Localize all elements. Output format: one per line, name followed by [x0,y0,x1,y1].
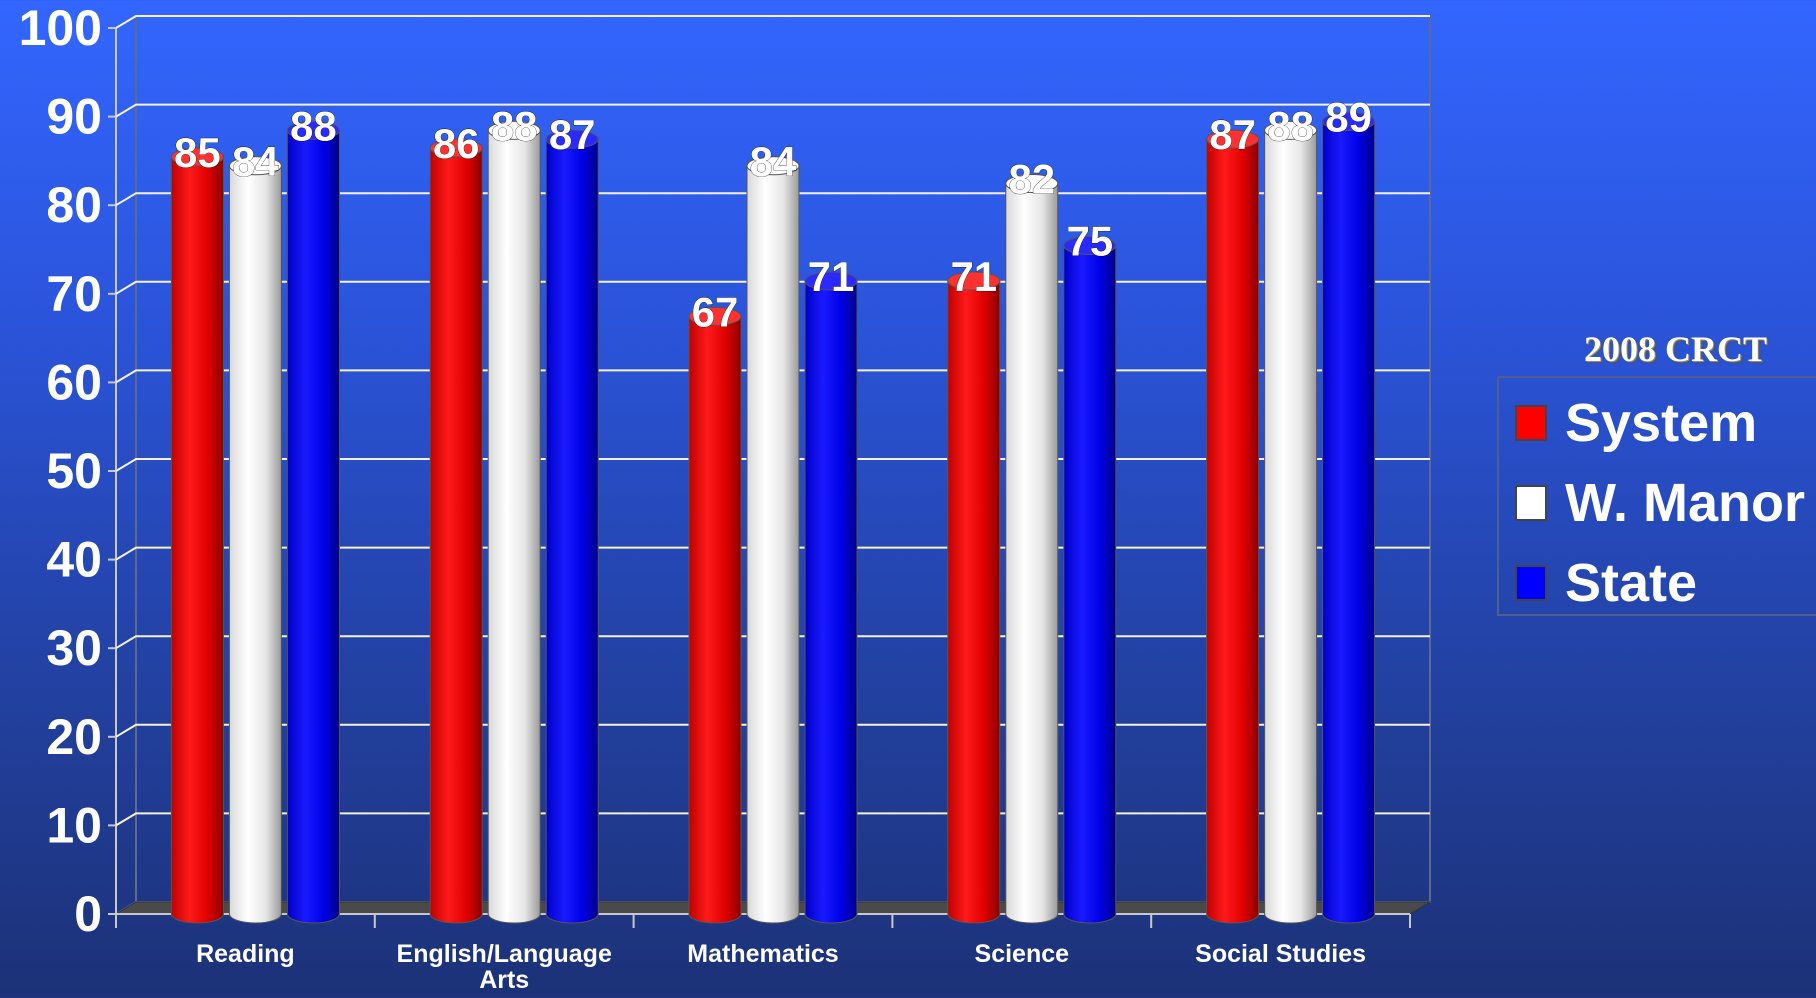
legend-item-system: System [1515,392,1757,454]
data-label: 89 [1325,93,1372,140]
bar-state-english-language-arts-cap [545,129,599,149]
bar-state-english-language-arts-body [545,138,599,924]
bar-state-reading-cap [286,120,340,140]
bar-system-reading [170,147,224,924]
bar-system-mathematics [688,306,742,924]
bar-state-mathematics-body [804,280,858,924]
bar-w-manor-social-studies [1264,120,1318,924]
data-label: 84 [232,138,279,185]
bar-state-science [1063,236,1117,924]
chart-bars [170,111,1376,924]
y-tick-label: 80 [46,177,102,233]
bar-system-english-language-arts-body [429,147,483,924]
data-label: 71 [808,253,855,300]
gridline [115,192,1430,207]
y-tick-label: 40 [46,532,102,588]
legend-swatch-state [1515,565,1547,601]
bar-system-mathematics-cap [688,306,742,326]
data-label: 67 [692,288,739,335]
bar-system-social-studies-cap [1206,129,1260,149]
legend-label-state: State [1565,553,1698,613]
x-tick-label: Reading [196,940,295,968]
bar-system-reading-cap [170,147,224,167]
data-label: 75 [1066,218,1113,265]
bar-w-manor-english-language-arts [487,120,541,924]
y-tick-label: 90 [46,89,102,145]
gridline [115,103,1430,118]
x-tick-label: Mathematics [687,940,838,968]
bar-state-social-studies-cap [1322,111,1376,131]
legend-swatch-system [1515,405,1547,441]
bar-w-manor-science [1005,173,1059,924]
y-tick-label: 10 [46,797,102,853]
bar-state-reading-body [286,129,340,924]
x-tick-label: Arts [479,966,529,994]
data-label: 88 [290,102,337,149]
bar-system-social-studies [1206,129,1260,924]
bar-w-manor-social-studies-body [1264,129,1318,924]
bar-state-science-cap [1063,236,1117,255]
y-tick-label: 50 [46,443,102,499]
bar-state-english-language-arts [545,129,599,924]
legend-item-state: State [1515,552,1697,614]
y-tick-label: 60 [46,354,102,410]
bar-state-social-studies [1322,111,1376,924]
bar-system-english-language-arts-cap [429,138,483,158]
x-tick-label: Science [975,940,1070,968]
data-label: 85 [174,129,221,176]
data-label: 87 [549,111,596,158]
bar-w-manor-science-body [1005,182,1059,924]
data-label: 71 [950,253,997,300]
bar-w-manor-mathematics-body [746,165,800,924]
bar-w-manor-mathematics [746,156,800,924]
bar-system-reading-body [170,156,224,924]
bar-state-science-body [1063,245,1117,924]
legend-label-system: System [1565,393,1758,453]
data-label: 82 [1008,155,1055,202]
bar-state-social-studies-body [1322,120,1376,924]
data-label: 87 [1209,111,1256,158]
gridline [115,15,1430,29]
bar-system-social-studies-body [1206,138,1260,924]
bar-w-manor-english-language-arts-cap [487,120,541,140]
y-tick-label: 30 [46,620,102,676]
bar-system-science-body [947,280,1001,924]
bar-system-english-language-arts [429,138,483,924]
y-tick-label: 0 [74,886,102,942]
y-tick-label: 70 [46,266,102,322]
legend-title: 2008 CRCT [1584,329,1768,369]
bar-w-manor-social-studies-cap [1264,120,1318,140]
data-label: 88 [1267,102,1314,149]
legend-swatch-w-manor [1515,485,1547,521]
bar-state-mathematics-cap [804,271,858,291]
x-tick-label: English/Language [397,940,612,968]
x-tick-label: Social Studies [1195,940,1366,968]
bar-w-manor-reading-body [228,165,282,924]
data-label: 86 [433,120,480,167]
bar-system-mathematics-body [688,315,742,924]
bar-state-reading [286,120,340,924]
bar-system-science [947,271,1001,924]
legend-item-w-manor: W. Manor [1515,472,1805,534]
chart-y-tick-labels: 0 10 20 30 40 50 60 70 80 90 100 [19,0,116,942]
bar-state-mathematics [804,271,858,924]
bar-w-manor-reading [228,156,282,924]
y-tick-label: 20 [46,709,102,765]
data-label: 84 [750,138,797,185]
bar-system-science-cap [947,271,1001,291]
chart-legend: System W. Manor State [1497,376,1816,616]
legend-label-w-manor: W. Manor [1565,473,1805,533]
y-tick-label: 100 [19,0,102,56]
bar-w-manor-science-cap [1005,173,1059,193]
bar-w-manor-english-language-arts-body [487,129,541,924]
bar-w-manor-reading-cap [228,156,282,176]
bar-w-manor-mathematics-cap [746,156,800,176]
data-label: 88 [491,102,538,149]
